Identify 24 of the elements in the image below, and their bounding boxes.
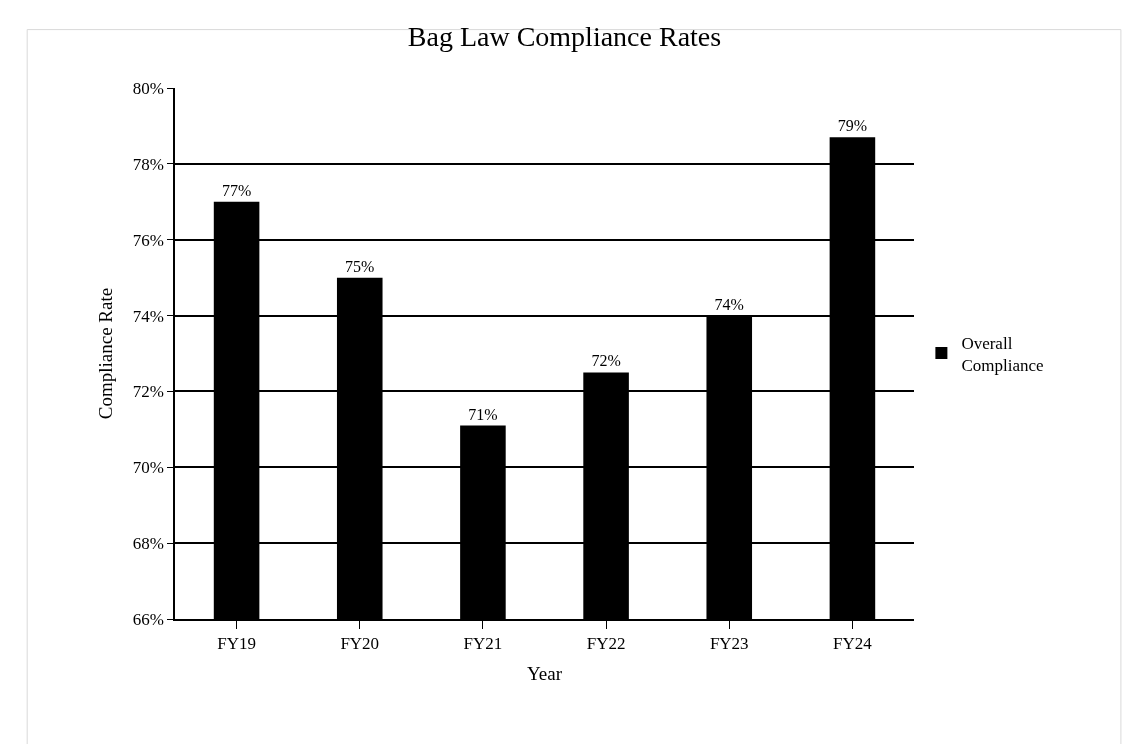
data-label: 75% <box>345 257 375 275</box>
y-tick-label: 68% <box>132 534 164 554</box>
data-label: 74% <box>714 295 744 313</box>
legend-label: Overall Compliance <box>961 333 1044 375</box>
y-axis-title: Compliance Rate <box>95 287 117 420</box>
y-tick-label: 74% <box>132 306 164 326</box>
y-tick-label: 76% <box>132 230 164 250</box>
y-tick-label: 78% <box>132 154 164 174</box>
x-tick-label: FY21 <box>463 634 503 654</box>
chart-title: Bag Law Compliance Rates <box>407 20 722 52</box>
x-axis-title: Year <box>526 663 563 685</box>
data-label: 79% <box>837 117 868 135</box>
y-tick-label: 70% <box>132 458 164 478</box>
x-tick-label: FY20 <box>340 634 380 654</box>
y-tick-label: 80% <box>132 78 164 98</box>
x-tick-label: FY19 <box>217 634 256 654</box>
y-tick-label: 72% <box>132 382 164 402</box>
y-tick-label: 66% <box>132 609 164 629</box>
data-label: 71% <box>468 405 498 423</box>
data-label: 72% <box>591 352 621 370</box>
x-tick-label: FY22 <box>586 634 626 654</box>
data-label: 77% <box>221 181 252 199</box>
x-tick-label: FY23 <box>709 634 749 654</box>
x-tick-label: FY24 <box>833 634 873 654</box>
